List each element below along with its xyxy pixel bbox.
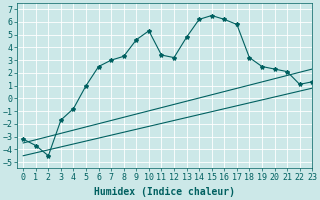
- X-axis label: Humidex (Indice chaleur): Humidex (Indice chaleur): [94, 187, 235, 197]
